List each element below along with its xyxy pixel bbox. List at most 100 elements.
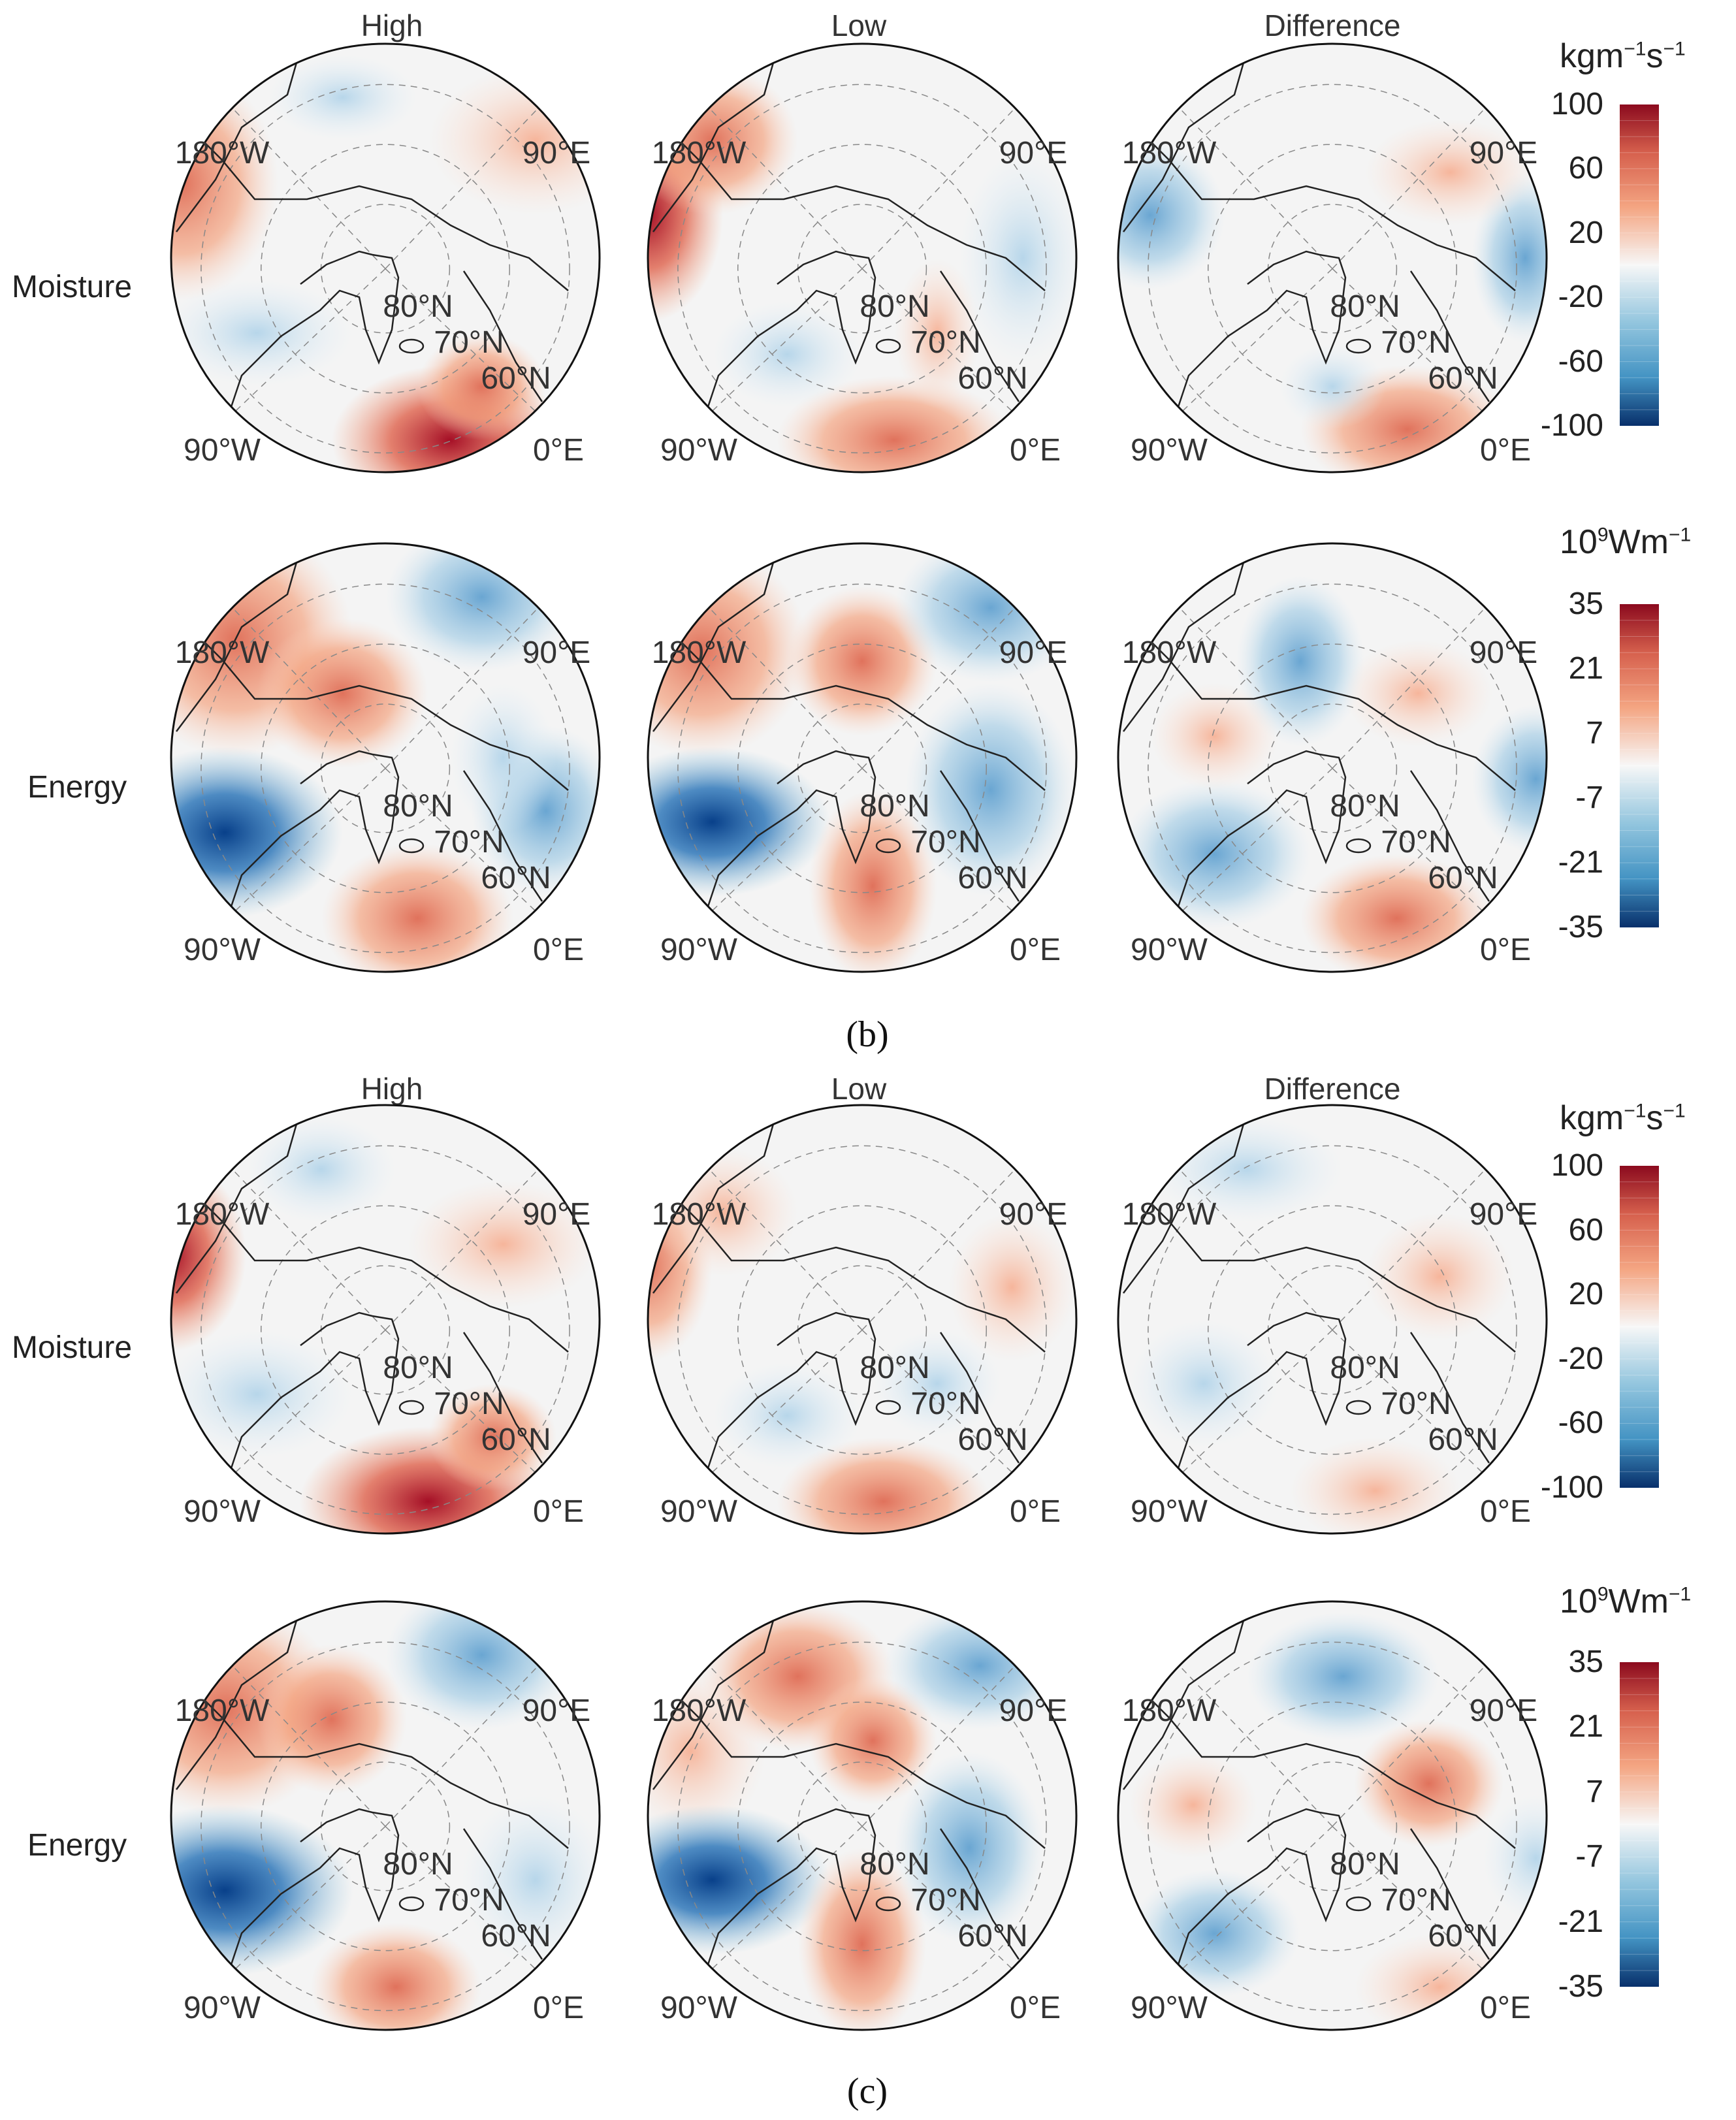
coastline-alaska — [1123, 1110, 1249, 1294]
field-blob — [171, 1330, 353, 1459]
label-180w: 180°W — [652, 136, 747, 170]
label-90w: 90°W — [660, 1991, 738, 2025]
colorbar-tick-label: -60 — [1558, 344, 1603, 379]
label-90e: 90°E — [999, 1197, 1068, 1232]
coastline-iceland — [1345, 1896, 1372, 1912]
coastline-iceland — [1345, 1400, 1372, 1415]
colorbar-tick-label: 35 — [1568, 586, 1603, 621]
label-90e: 90°E — [1470, 136, 1538, 170]
coastline-scandinavia — [939, 1332, 1020, 1464]
coastline-scandinavia — [1409, 1332, 1490, 1464]
latitude-circle — [677, 583, 1047, 954]
label-90w: 90°W — [1131, 1991, 1208, 2025]
meridian-line — [385, 268, 600, 472]
coastline-greenland — [1174, 750, 1347, 915]
coastline-scandinavia — [1409, 270, 1490, 402]
coastline-iceland — [398, 1400, 425, 1415]
field-blob — [1364, 118, 1536, 226]
map-outline-c-moisture-high — [170, 1104, 601, 1535]
coastline-greenland — [704, 750, 876, 915]
label-60n: 60°N — [957, 861, 1027, 895]
field-blob — [712, 1362, 862, 1470]
latitude-circle — [737, 1701, 987, 1951]
latitude-circle — [1208, 1205, 1457, 1455]
colorbar-tick-label: -100 — [1540, 408, 1603, 443]
coastline-iceland — [398, 338, 425, 354]
coastline-scandinavia — [939, 770, 1020, 902]
label-90e: 90°E — [1470, 635, 1538, 670]
field-blob — [1150, 683, 1279, 790]
meridian-line — [861, 268, 1076, 472]
map-field-c-moisture-low — [648, 1105, 1076, 1534]
meridian-line — [1118, 1825, 1333, 2030]
coastline-scandinavia — [462, 1332, 543, 1464]
label-180w: 180°W — [652, 635, 747, 670]
label-0e: 0°E — [1480, 433, 1531, 468]
field-blob — [1246, 1612, 1439, 1741]
label-70n: 70°N — [434, 325, 504, 360]
field-blob — [1236, 575, 1365, 747]
field-blob — [712, 300, 862, 408]
coastline-greenland — [1174, 1311, 1347, 1477]
latitude-circle — [201, 84, 570, 454]
latitude-circle — [201, 1641, 570, 2012]
latitude-circle — [261, 643, 510, 893]
field-blob — [246, 1116, 396, 1223]
label-90e: 90°E — [522, 635, 591, 670]
meridian-line — [1118, 268, 1333, 472]
colorbar-tick-label: 100 — [1551, 1148, 1603, 1183]
coastline-iceland — [875, 1896, 901, 1912]
map-outline-c-energy-low — [647, 1600, 1078, 2031]
field-blob — [428, 1383, 557, 1491]
field-blob — [449, 683, 557, 833]
latitude-circle — [1208, 1701, 1457, 1951]
label-80n: 80°N — [1330, 789, 1400, 824]
meridian-line — [648, 767, 863, 972]
latitude-circle — [677, 1145, 1047, 1515]
map-outline-b-moisture-high — [170, 42, 601, 474]
label-90e: 90°E — [522, 1197, 591, 1232]
meridian-line — [385, 1329, 600, 1534]
unit-moisture-b: kgm−1s−1 — [1560, 37, 1686, 75]
coastline-greenland — [1174, 250, 1347, 415]
field-blob — [1118, 140, 1225, 291]
label-180w: 180°W — [652, 1694, 747, 1728]
label-60n: 60°N — [481, 861, 551, 895]
colorbar-tick-label: 21 — [1568, 1709, 1603, 1744]
map-outline-b-energy-difference — [1117, 542, 1548, 973]
field-blob — [171, 747, 343, 919]
latitude-circle — [201, 583, 570, 954]
latitude-circle — [261, 144, 510, 394]
coastline-alaska — [652, 1606, 779, 1790]
field-blob — [1129, 1319, 1279, 1448]
label-70n: 70°N — [1381, 325, 1451, 360]
coastline-eurasia — [1136, 127, 1516, 291]
coastline-eurasia — [666, 626, 1046, 791]
colorbar-tick-label: -7 — [1575, 1839, 1603, 1874]
latitude-circle — [1148, 1145, 1517, 1515]
map-field-c-energy-difference — [1118, 1601, 1547, 2030]
meridian-line — [648, 268, 863, 472]
colorbar-tick-label: 20 — [1568, 215, 1603, 250]
label-80n: 80°N — [860, 289, 929, 324]
coastline-eurasia — [189, 1188, 569, 1353]
field-blob — [257, 1644, 407, 1795]
colorbar-3 — [1620, 1662, 1659, 1987]
coastline-alaska — [176, 1606, 302, 1790]
label-60n: 60°N — [481, 1422, 551, 1457]
field-blob — [310, 1923, 482, 2030]
coastline-alaska — [1123, 1606, 1249, 1790]
caption-c: (c) — [846, 2071, 888, 2112]
label-0e: 0°E — [533, 1494, 584, 1529]
coastline-scandinavia — [462, 770, 543, 902]
latitude-circle — [261, 1701, 510, 1951]
label-80n: 80°N — [383, 1351, 453, 1385]
coastline-alaska — [652, 48, 779, 233]
coastline-greenland — [704, 1311, 876, 1477]
latitude-circle — [737, 643, 987, 893]
coastline-alaska — [176, 548, 302, 732]
map-outline-b-energy-high — [170, 542, 601, 973]
row-label-energy-c: Energy — [27, 1828, 127, 1863]
label-70n: 70°N — [434, 825, 504, 859]
